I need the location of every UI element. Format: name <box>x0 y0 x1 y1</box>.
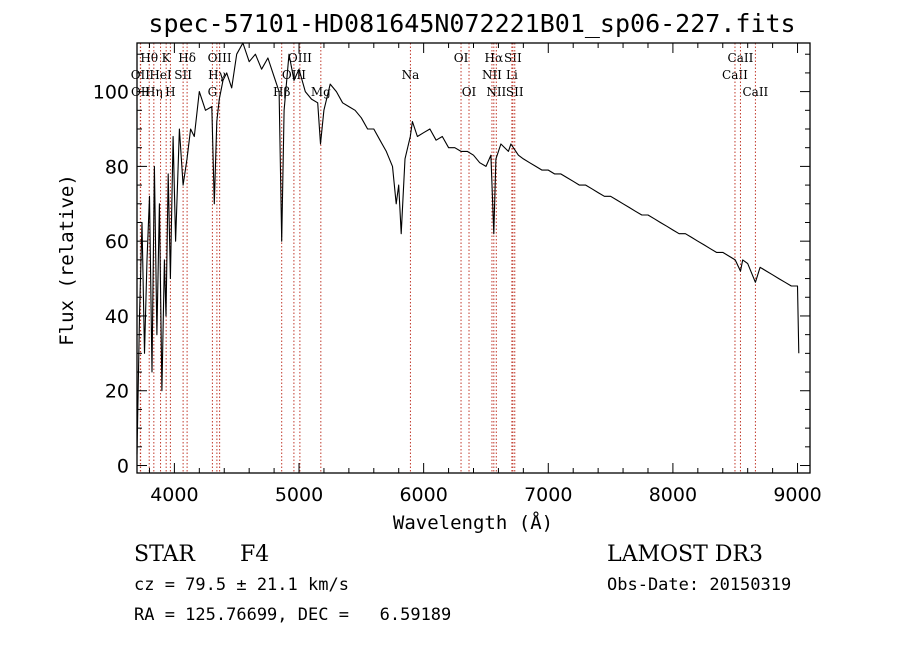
x-tick-label: 7000 <box>524 484 572 506</box>
x-axis: 4000 5000 6000 7000 8000 9000 <box>148 43 822 506</box>
coordinates: RA = 125.76699, DEC = 6.59189 <box>134 605 451 625</box>
redshift-velocity: cz = 79.5 ± 21.1 km/s <box>134 575 349 595</box>
line-marker-label: HeI <box>149 68 172 82</box>
series-line <box>136 42 800 455</box>
series-group <box>136 42 800 455</box>
line-marker-label: Li <box>506 68 518 82</box>
survey-name: LAMOST DR3 <box>607 542 763 567</box>
y-axis: 0 20 40 60 80 100 <box>93 53 810 478</box>
x-tick-label: 8000 <box>649 484 697 506</box>
line-marker-label: SII <box>174 68 192 82</box>
line-marker-label: Hθ <box>140 51 158 65</box>
observation-date: Obs-Date: 20150319 <box>607 575 791 595</box>
line-marker-label: NII <box>486 85 506 99</box>
line-marker-label: OIII <box>288 51 312 65</box>
plot-frame <box>136 42 811 474</box>
y-tick-label: 80 <box>105 156 129 178</box>
x-tick-label: 9000 <box>773 484 821 506</box>
line-marker-label: Hβ <box>273 85 290 99</box>
y-tick-label: 20 <box>105 381 129 403</box>
line-marker-label: Hα <box>485 51 504 65</box>
line-marker-label: CaII <box>728 51 754 65</box>
line-marker-label: H <box>165 85 175 99</box>
line-marker-label: OI <box>462 85 477 99</box>
line-marker-label: CaII <box>722 68 748 82</box>
line-marker-label: SII <box>506 85 524 99</box>
line-marker-label: G <box>208 85 218 99</box>
line-marker-label: Hγ <box>208 68 226 82</box>
y-tick-label: 60 <box>105 231 129 253</box>
x-tick-label: 6000 <box>399 484 447 506</box>
x-tick-label: 5000 <box>275 484 323 506</box>
line-marker-label: SII <box>504 51 522 65</box>
line-marker-label: Mg <box>311 85 331 99</box>
chart-title: spec-57101-HD081645N072221B01_sp06-227.f… <box>148 9 795 38</box>
line-markers: OIIOIIHθHηHeIKHSIIHδGHγOIIIHβOIIIOIIIMgN… <box>131 43 769 473</box>
y-tick-label: 0 <box>117 456 129 478</box>
line-marker-label: K <box>162 51 172 65</box>
y-axis-label: Flux (relative) <box>56 174 78 346</box>
line-marker-label: OIII <box>208 51 232 65</box>
line-marker-label: Hδ <box>178 51 196 65</box>
object-class: STAR <box>134 542 196 567</box>
line-marker-label: Na <box>402 68 420 82</box>
x-tick-label: 4000 <box>150 484 198 506</box>
line-marker-label: Hη <box>145 85 163 99</box>
y-tick-label: 40 <box>105 306 129 328</box>
line-marker-label: NII <box>482 68 502 82</box>
line-marker-label: OI <box>454 51 469 65</box>
x-axis-label: Wavelength (Å) <box>393 511 553 534</box>
object-subclass: F4 <box>240 542 269 567</box>
line-marker-label: CaII <box>742 85 768 99</box>
y-tick-label: 100 <box>93 82 129 104</box>
